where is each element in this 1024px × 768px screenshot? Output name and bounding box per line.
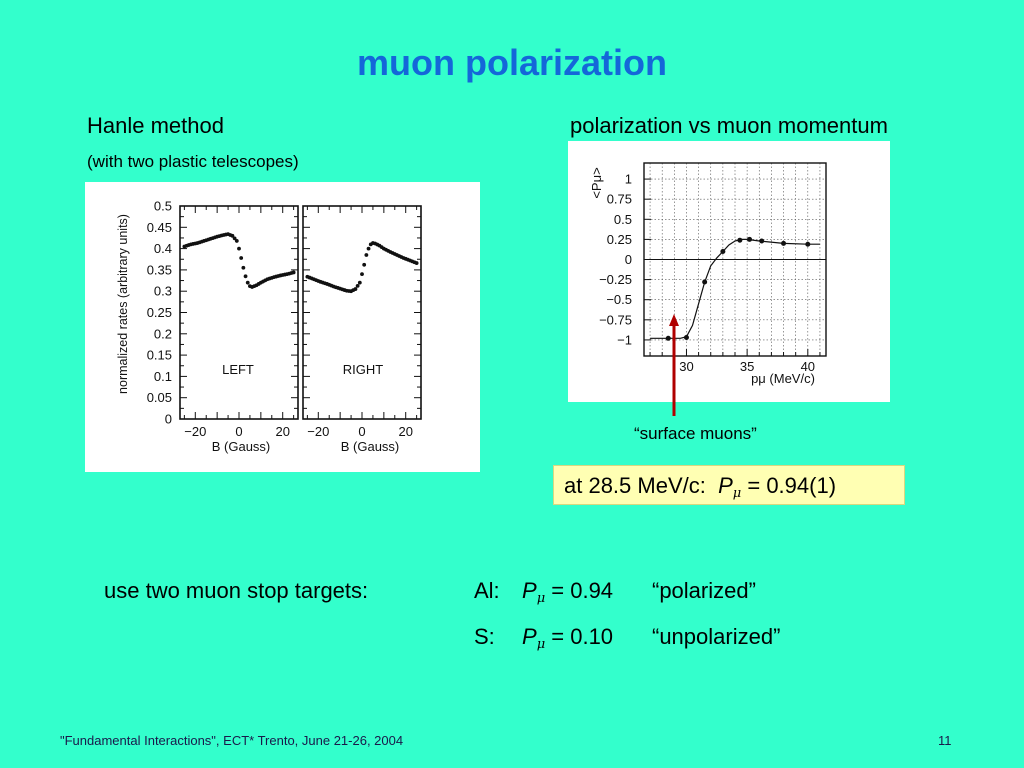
result-value: = 0.94(1): [747, 473, 837, 498]
footer-conference: "Fundamental Interactions", ECT* Trento,…: [60, 733, 404, 748]
polarization-ylabel: <Pμ>: [589, 167, 604, 198]
pol-data-point: [720, 248, 726, 254]
pol-data-point: [747, 236, 753, 242]
right-xtick-label: 0: [358, 424, 365, 439]
right-data-point: [362, 262, 367, 267]
hanle-subheading: (with two plastic telescopes): [87, 152, 299, 171]
target-symbol: P: [522, 624, 537, 649]
left-data-point: [243, 274, 248, 279]
pol-xtick-label: 40: [801, 359, 815, 374]
left-ytick-label: 0.1: [154, 369, 172, 384]
right-xlabel: B (Gauss): [341, 439, 400, 454]
left-ytick-label: 0: [165, 412, 172, 427]
polarization-panel: 30 35 40 −1 −0.75 −0.5 −0.25 0 0.25 0.5 0.75 1: [599, 162, 827, 374]
pol-xtick-label: 30: [679, 359, 693, 374]
left-panel: −20 0 20 0 0.05 0.1 0.15 0.2 0.25 0.3 0.35 0.4 0.45 0…: [147, 199, 299, 439]
target-row-s: S: Pμ = 0.10 “unpolarized”: [474, 624, 780, 652]
hanle-heading: Hanle method: [87, 113, 224, 138]
left-ytick-label: 0.4: [154, 241, 172, 256]
polarization-figure: <Pμ> 30 35 40 −1 −0.75 −0.5 −0.25 0 0.25 0.5 0.75 1…: [568, 141, 890, 402]
left-data-point: [230, 233, 235, 238]
page-number: 11: [938, 733, 952, 748]
pol-data-point: [805, 241, 811, 247]
left-xtick-label: 0: [235, 424, 242, 439]
left-xlabel: B (Gauss): [212, 439, 271, 454]
surface-muons-label: “surface muons”: [634, 424, 757, 443]
target-element: S:: [474, 624, 495, 649]
left-xtick-label: 20: [275, 424, 289, 439]
pol-ytick-label: 0: [625, 252, 632, 267]
pol-ytick-label: 0.75: [607, 192, 632, 207]
pol-ytick-label: 0.5: [614, 212, 632, 227]
left-data-point: [291, 270, 296, 275]
target-symbol: P: [522, 578, 537, 603]
left-data-point: [239, 256, 244, 260]
left-ytick-label: 0.45: [147, 220, 172, 235]
left-ytick-label: 0.35: [147, 262, 172, 277]
target-subscript: μ: [536, 637, 546, 652]
left-ytick-label: 0.25: [147, 305, 172, 320]
target-value: = 0.94: [551, 578, 614, 603]
right-data-point: [366, 246, 371, 251]
left-ytick-label: 0.2: [154, 326, 172, 341]
pol-ytick-label: −0.25: [599, 272, 632, 287]
hanle-ylabel: normalized rates (arbitrary units): [116, 214, 130, 394]
pol-ytick-label: 0.25: [607, 232, 632, 247]
arrow-head: [669, 314, 679, 326]
right-data-point: [353, 287, 358, 291]
target-state: “polarized”: [652, 578, 756, 603]
result-symbol: P: [718, 473, 733, 498]
left-frame: [179, 205, 299, 420]
left-ytick-label: 0.5: [154, 199, 172, 214]
left-ytick-label: 0.05: [147, 390, 172, 405]
left-ytick-label: 0.15: [147, 348, 172, 363]
right-data-point: [364, 253, 369, 257]
right-data-point: [360, 272, 364, 277]
pol-ytick-label: −0.75: [599, 312, 632, 327]
result-prefix: at 28.5 MeV/c:: [564, 473, 706, 498]
pol-data-point: [665, 335, 671, 341]
left-data-point: [241, 265, 246, 270]
right-data-point: [414, 261, 419, 265]
pol-ytick-label: 1: [625, 172, 632, 187]
left-data-point: [245, 280, 250, 285]
slide-title: muon polarization: [357, 42, 667, 83]
left-xtick-label: −20: [184, 424, 206, 439]
right-xtick-label: 20: [398, 424, 412, 439]
pol-data-point: [759, 238, 765, 244]
left-data-point: [234, 239, 239, 243]
target-subscript: μ: [536, 591, 546, 606]
targets-label: use two muon stop targets:: [104, 578, 369, 603]
hanle-plot: normalized rates (arbitrary units) −20 0 2…: [116, 199, 422, 454]
target-element: Al:: [474, 578, 500, 603]
polarization-plot: <Pμ> 30 35 40 −1 −0.75 −0.5 −0.25 0 0.25 0.5 0.75 1…: [589, 162, 827, 386]
surface-muons-arrow: [669, 314, 679, 416]
pol-xtick-label: 35: [740, 359, 754, 374]
pol-data-point: [702, 279, 708, 285]
target-state: “unpolarized”: [652, 624, 781, 649]
result-box: at 28.5 MeV/c: Pμ = 0.94(1): [553, 465, 905, 505]
left-panel-label: LEFT: [222, 362, 254, 377]
right-panel-label: RIGHT: [343, 362, 384, 377]
hanle-figure: normalized rates (arbitrary units) −20 0 2…: [85, 182, 480, 472]
polarization-heading: polarization vs muon momentum: [570, 113, 888, 138]
pol-data-point: [781, 240, 787, 246]
polarization-xlabel: pμ (MeV/c): [751, 371, 815, 386]
pol-data-point: [737, 237, 743, 243]
left-data-point: [237, 246, 241, 251]
target-value: = 0.10: [551, 624, 614, 649]
target-row-al: Al: Pμ = 0.94 “polarized”: [474, 578, 756, 606]
right-frame: [302, 205, 422, 420]
right-panel: −20 0 20: [302, 205, 422, 439]
right-data-point: [355, 283, 360, 288]
pol-ytick-label: −1: [617, 332, 632, 347]
right-xtick-label: −20: [307, 424, 329, 439]
right-data-point: [357, 280, 362, 285]
result-subscript: μ: [732, 486, 742, 501]
left-ytick-label: 0.3: [154, 284, 172, 299]
left-data-point: [232, 236, 237, 241]
pol-ytick-label: −0.5: [606, 292, 632, 307]
pol-data-point: [683, 335, 689, 341]
